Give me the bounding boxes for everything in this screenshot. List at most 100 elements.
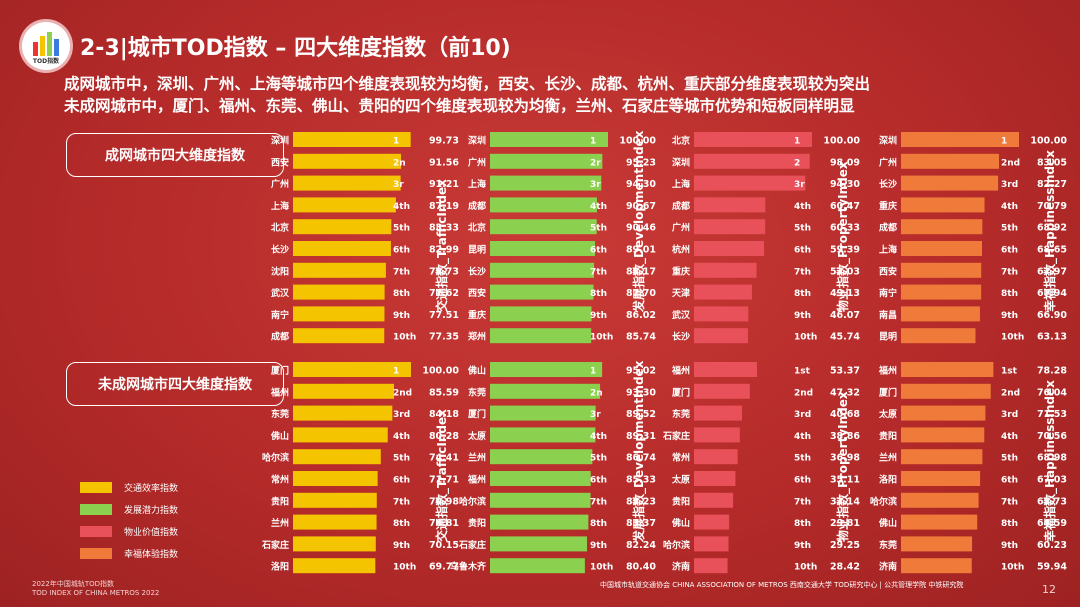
rank-label: 1: [1001, 137, 1007, 147]
bar: [694, 536, 729, 552]
value-label: 74.41: [429, 453, 459, 464]
category-label: 福州: [270, 386, 289, 398]
bar: [293, 241, 391, 256]
bar: [293, 328, 385, 344]
footer-left: 2022年中国城轨TOD指数 TOD INDEX OF CHINA METROS…: [32, 580, 159, 598]
value-label: 40.68: [830, 409, 860, 420]
value-label: 85.23: [626, 496, 656, 507]
rank-label: 6th: [590, 246, 607, 256]
bar: [901, 405, 986, 421]
bar: [293, 536, 376, 552]
value-label: 83.33: [429, 223, 459, 234]
bar: [293, 383, 394, 399]
rank-label: 3r: [590, 180, 601, 190]
rank-label: 5th: [393, 454, 410, 464]
bar: [490, 328, 592, 344]
value-label: 82.24: [626, 540, 656, 551]
bar: [901, 471, 981, 486]
bar: [901, 514, 978, 530]
rank-label: 1: [794, 137, 800, 147]
rank-label: 3rd: [1001, 410, 1018, 420]
footer-partners: 中国城市轨道交通协会 CHINA ASSOCIATION OF METROS 西…: [600, 581, 964, 589]
rank-label: 4th: [794, 432, 811, 442]
category-label: 常州: [271, 474, 289, 486]
bar: [901, 175, 999, 191]
group-label-networked: 成网城市四大维度指数: [66, 133, 284, 177]
bar: [901, 536, 973, 552]
rank-label: 4th: [1001, 432, 1018, 442]
rank-label: 2: [794, 158, 800, 168]
value-label: 71.71: [429, 475, 459, 486]
category-label: 重庆: [468, 309, 486, 321]
value-label: 94.30: [830, 179, 860, 190]
category-label: 石家庄: [662, 430, 690, 442]
rank-label: 1: [590, 367, 596, 377]
chart-networked-4: 深圳 1 100.00 广州 2nd 83.05 长沙 3rd 82.27 重庆 4th 70.79 成…: [879, 132, 1067, 344]
value-label: 53.37: [830, 366, 860, 377]
category-label: 哈尔滨: [663, 539, 690, 551]
category-label: 长沙: [271, 244, 289, 256]
rank-label: 7th: [590, 497, 607, 507]
rank-label: 2n: [393, 158, 406, 168]
bar: [901, 427, 985, 443]
bar: [490, 427, 596, 443]
bar: [901, 284, 982, 300]
subtitle-1: 成网城市中，深圳、广州、上海等城市四个维度表现较为均衡，西安、长沙、成都、杭州、…: [64, 75, 871, 93]
value-label: 85.59: [429, 387, 459, 398]
bar: [694, 219, 766, 235]
rank-label: 8th: [794, 519, 811, 529]
bar: [293, 405, 393, 421]
rank-label: 7th: [590, 267, 607, 277]
logo-text: TOD指数: [32, 58, 60, 65]
rank-label: 1: [590, 137, 596, 147]
category-label: 厦门: [468, 408, 486, 420]
bar: [490, 241, 596, 256]
bar: [694, 362, 757, 377]
category-label: 深圳: [271, 135, 289, 147]
bar: [293, 197, 396, 213]
rank-label: 2nd: [794, 388, 813, 398]
chart-networked-3: 北京 1 100.00 深圳 2 98.09 上海 3r 94.30 成都 4th 60.47 广州 5t…: [672, 132, 860, 344]
bar: [490, 132, 608, 147]
category-label: 太原: [467, 430, 486, 442]
value-label: 83.37: [626, 518, 656, 529]
bar: [293, 306, 385, 322]
rank-label: 3rd: [1001, 180, 1018, 190]
bar: [293, 153, 402, 169]
value-label: 85.74: [626, 332, 656, 343]
value-label: 80.40: [626, 562, 656, 573]
rank-label: 10th: [1001, 333, 1024, 343]
value-label: 95.02: [626, 366, 656, 377]
value-label: 28.42: [830, 562, 860, 573]
category-label: 南昌: [879, 309, 897, 321]
value-label: 70.15: [429, 540, 459, 551]
rank-label: 1st: [794, 367, 811, 377]
bar: [490, 514, 589, 530]
value-label: 59.94: [1037, 562, 1067, 573]
value-label: 80.28: [429, 431, 459, 442]
category-label: 武汉: [271, 287, 290, 299]
rank-label: 6th: [393, 476, 410, 486]
bar: [901, 153, 999, 169]
rank-label: 8th: [393, 289, 410, 299]
category-label: 西安: [468, 287, 486, 299]
value-label: 49.13: [830, 288, 860, 299]
category-label: 常州: [672, 452, 690, 464]
bar: [490, 492, 591, 508]
rank-label: 2r: [590, 158, 601, 168]
footer-subtitle: TOD INDEX OF CHINA METROS 2022: [32, 589, 160, 597]
rank-label: 9th: [590, 541, 607, 551]
category-label: 上海: [879, 244, 897, 256]
value-label: 89.31: [626, 431, 656, 442]
axis-title: 交通指数_TrafficIndex: [435, 179, 449, 312]
axis-title: 幸福指数_HappinessIndex: [1043, 380, 1057, 542]
rank-label: 4th: [1001, 202, 1018, 212]
rank-label: 10th: [590, 563, 613, 573]
value-label: 87.70: [626, 288, 656, 299]
value-label: 67.97: [1037, 266, 1067, 277]
value-label: 98.09: [830, 157, 860, 168]
legend-label: 交通效率指数: [124, 484, 179, 494]
category-label: 贵阳: [271, 495, 289, 507]
category-label: 成都: [271, 331, 289, 343]
bar: [901, 328, 976, 344]
